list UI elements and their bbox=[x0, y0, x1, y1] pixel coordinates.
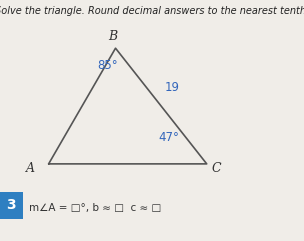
Text: 85°: 85° bbox=[98, 59, 118, 72]
Text: B: B bbox=[108, 30, 117, 43]
FancyBboxPatch shape bbox=[0, 192, 23, 219]
Text: 3: 3 bbox=[7, 198, 16, 213]
Text: 47°: 47° bbox=[158, 131, 179, 144]
Text: 19: 19 bbox=[164, 81, 179, 94]
Text: C: C bbox=[211, 162, 221, 175]
Text: m∠A = □°, b ≈ □  c ≈ □: m∠A = □°, b ≈ □ c ≈ □ bbox=[29, 203, 161, 214]
Text: Solve the triangle. Round decimal answers to the nearest tenth.: Solve the triangle. Round decimal answer… bbox=[0, 6, 304, 16]
Text: A: A bbox=[26, 162, 35, 175]
